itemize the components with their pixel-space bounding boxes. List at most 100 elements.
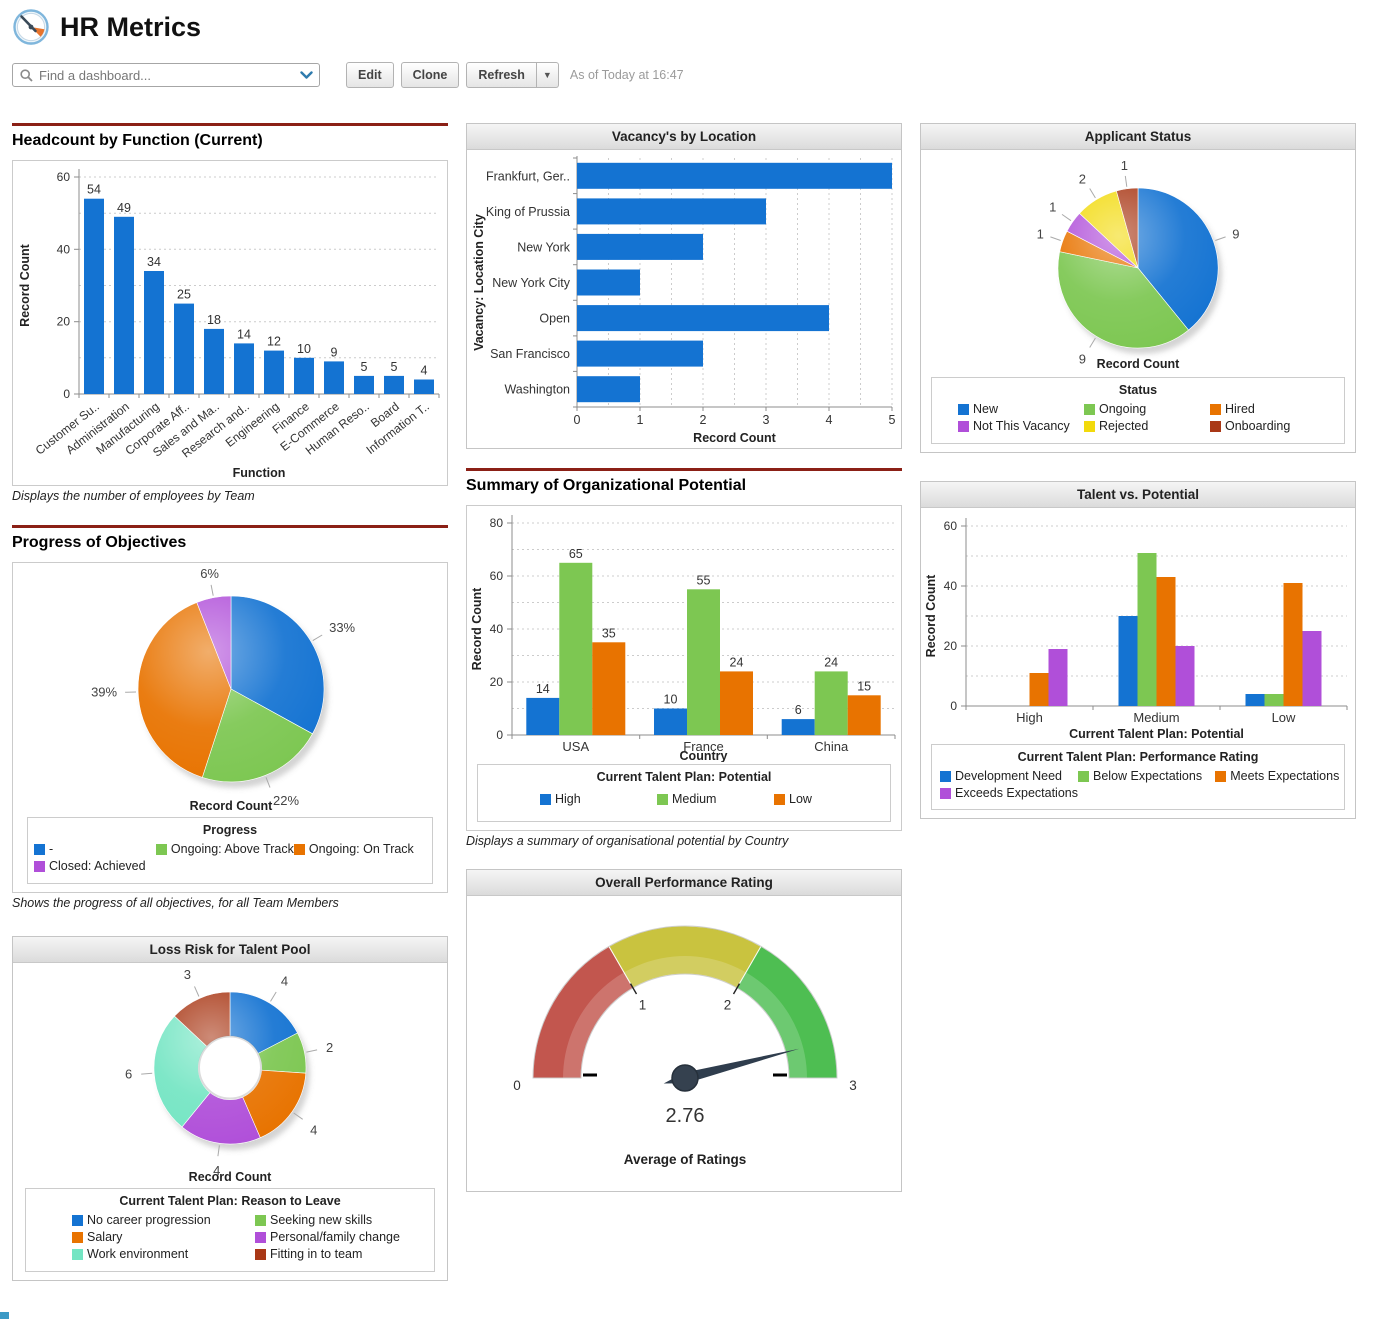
legend-item: - — [34, 842, 156, 856]
legend-item: Salary — [72, 1230, 255, 1244]
svg-text:20: 20 — [490, 675, 504, 689]
legend-label: Ongoing — [1099, 402, 1147, 416]
svg-text:Frankfurt, Ger..: Frankfurt, Ger.. — [486, 169, 570, 183]
svg-text:2: 2 — [1079, 172, 1086, 187]
svg-text:55: 55 — [697, 573, 711, 587]
svg-text:Medium: Medium — [1133, 710, 1179, 725]
svg-text:9: 9 — [1079, 351, 1086, 366]
svg-text:5: 5 — [391, 360, 398, 374]
search-icon — [20, 68, 33, 82]
loss-risk-svg: 4 2 4 4 6 3 Record Count — [125, 967, 333, 1184]
legend-label: - — [49, 842, 54, 856]
legend-label: High — [555, 792, 581, 806]
bar — [577, 162, 892, 189]
legend-item: New — [958, 402, 1084, 416]
section-rule — [12, 525, 448, 528]
bar — [577, 233, 703, 260]
legend-label: Personal/family change — [270, 1230, 400, 1244]
refresh-dropdown-button[interactable]: ▼ — [536, 62, 559, 88]
legend-item: Medium — [657, 792, 774, 806]
summary-grouped-bar-chart[interactable]: 0 20 40 60 80 14 10 6 65 55 24 35 24 15 USA France China… — [467, 506, 901, 763]
svg-text:14: 14 — [237, 327, 251, 341]
bar — [1283, 583, 1303, 706]
svg-text:5: 5 — [361, 360, 368, 374]
vacancy-hbar-chart[interactable]: 0 1 2 3 4 5 Frankfurt, Ger.. King of Prussia New… — [467, 150, 901, 448]
svg-text:10: 10 — [297, 342, 311, 356]
bar — [1118, 616, 1138, 706]
legend-title: Current Talent Plan: Potential — [596, 770, 772, 784]
legend-swatch — [1084, 420, 1095, 432]
loss-risk-panel: Loss Risk for Talent Pool 4 2 4 4 6 3 Record C… — [12, 936, 448, 1281]
legend-item: Fitting in to team — [255, 1247, 428, 1261]
partial-footer-element — [0, 1312, 9, 1319]
svg-text:Record Count: Record Count — [924, 574, 938, 657]
bar — [84, 198, 104, 394]
section-rule — [12, 123, 448, 126]
svg-text:1: 1 — [637, 413, 644, 427]
summary-svg: 0 20 40 60 80 14 10 6 65 55 24 35 24 15 USA France China… — [470, 515, 896, 763]
svg-text:China: China — [814, 739, 849, 754]
svg-text:3: 3 — [184, 967, 191, 982]
legend-item: Rejected — [1084, 419, 1210, 433]
svg-text:Record Count: Record Count — [190, 799, 273, 813]
svg-text:40: 40 — [944, 579, 958, 593]
bar — [1029, 673, 1049, 706]
dashboard-search-combobox[interactable]: Find a dashboard... — [12, 63, 320, 87]
legend-swatch — [255, 1214, 266, 1226]
legend-item: High — [540, 792, 657, 806]
progress-chart-frame: 33% 22% 39% 6% Record Count Progress - Ongoin… — [12, 562, 448, 893]
svg-text:4: 4 — [421, 364, 428, 378]
refresh-button[interactable]: Refresh — [466, 62, 537, 88]
legend-item: Ongoing: Above Track — [155, 842, 294, 856]
progress-pie-chart[interactable]: 33% 22% 39% 6% Record Count — [13, 563, 447, 815]
talent-grouped-bar-chart[interactable]: 0 20 40 60 High Medium Low Current Talent Plan:… — [921, 508, 1355, 741]
legend-label: Work environment — [87, 1247, 189, 1261]
svg-text:60: 60 — [490, 569, 504, 583]
toolbar-buttons: Edit Clone Refresh ▼ — [346, 62, 566, 88]
svg-text:France: France — [683, 739, 723, 754]
performance-gauge-chart[interactable]: 1 2 0 3 2.76 Average of Ratings — [467, 896, 901, 1191]
column-right: Applicant Status 9 9 1 1 2 1 Record Count Stat… — [920, 123, 1356, 819]
applicant-status-pie-chart[interactable]: 9 9 1 1 2 1 Record Count — [921, 150, 1355, 374]
svg-text:New York City: New York City — [492, 276, 571, 290]
svg-text:0: 0 — [513, 1078, 521, 1093]
svg-text:40: 40 — [490, 622, 504, 636]
headcount-bar-chart[interactable]: 0 20 40 60 54 49 34 25 18 14 12 10 9 5 5 4 Customer Su..… — [13, 161, 447, 485]
app-header: HR Metrics — [0, 0, 1388, 46]
svg-text:Open: Open — [539, 312, 570, 326]
summary-chart-frame: 0 20 40 60 80 14 10 6 65 55 24 35 24 15 USA France China… — [466, 505, 902, 831]
svg-text:1: 1 — [1049, 199, 1056, 214]
loss-risk-donut-chart[interactable]: 4 2 4 4 6 3 Record Count — [13, 963, 447, 1185]
svg-text:35: 35 — [602, 626, 616, 640]
svg-text:60: 60 — [57, 170, 71, 184]
chevron-down-icon[interactable] — [300, 70, 313, 80]
loss-risk-legend: Current Talent Plan: Reason to Leave No … — [25, 1188, 435, 1272]
legend-swatch — [940, 787, 951, 799]
bar — [559, 562, 593, 736]
legend-label: Meets Expectations — [1230, 769, 1340, 783]
legend-swatch — [940, 770, 951, 782]
legend-swatch — [72, 1248, 83, 1260]
legend-items: No career progression Seeking new skills S… — [26, 1210, 434, 1271]
bar — [781, 719, 815, 735]
panel-title: Vacancy's by Location — [467, 124, 901, 150]
clone-button[interactable]: Clone — [400, 62, 460, 88]
svg-text:Record Count: Record Count — [1097, 357, 1180, 371]
svg-text:54: 54 — [87, 183, 101, 197]
svg-text:Record Count: Record Count — [18, 243, 32, 326]
legend-item: Below Expectations — [1078, 769, 1215, 783]
legend-label: Exceeds Expectations — [955, 786, 1078, 800]
svg-text:4: 4 — [826, 413, 833, 427]
legend-label: Hired — [1225, 402, 1255, 416]
edit-button[interactable]: Edit — [346, 62, 394, 88]
svg-text:5: 5 — [889, 413, 896, 427]
svg-text:33%: 33% — [329, 620, 355, 635]
legend-title: Current Talent Plan: Reason to Leave — [119, 1194, 341, 1208]
legend-items: High Medium Low — [478, 786, 890, 821]
svg-text:Country: Country — [680, 749, 728, 762]
legend-label: Onboarding — [1225, 419, 1291, 433]
legend-item: Not This Vacancy — [958, 419, 1084, 433]
bar — [414, 379, 434, 394]
bar — [577, 376, 640, 403]
